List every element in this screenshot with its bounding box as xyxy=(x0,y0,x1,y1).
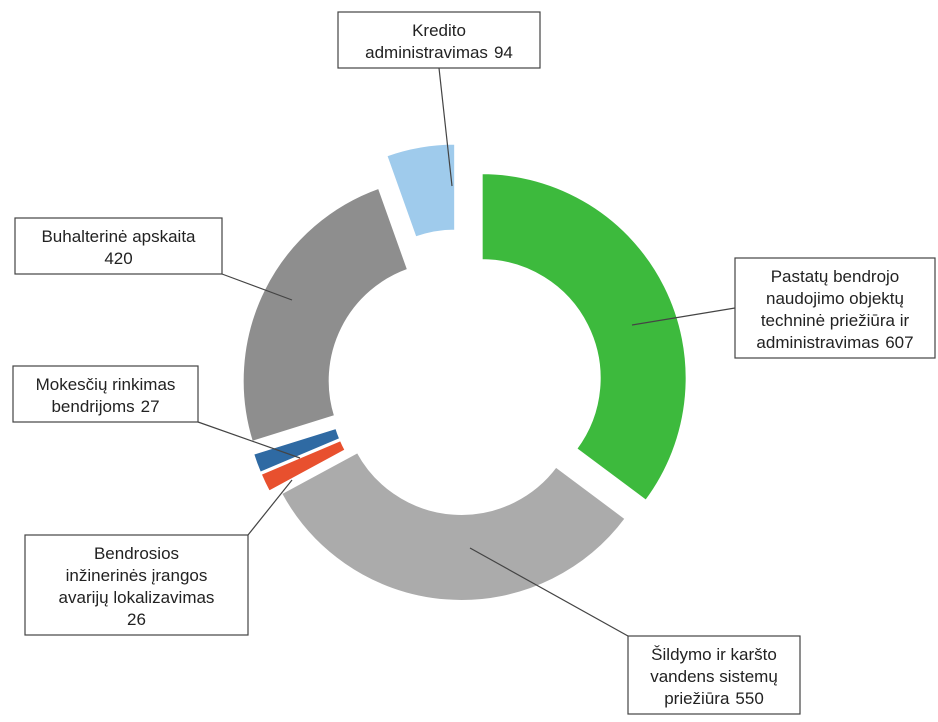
donut-segment xyxy=(480,172,688,503)
donut-segment xyxy=(241,186,410,444)
label-box xyxy=(12,365,199,423)
donut-segment xyxy=(259,438,347,493)
label-text: administravimas xyxy=(365,43,488,62)
label-text: Bendrosios xyxy=(94,544,179,563)
data-label: Kredito xyxy=(412,21,466,40)
value-label: 26 xyxy=(127,610,146,629)
data-label: administravimas 94 xyxy=(365,43,513,62)
value-label: 607 xyxy=(885,333,913,352)
value-label: 94 xyxy=(494,43,513,62)
value-label: 550 xyxy=(735,689,763,708)
data-label: naudojimo objektų xyxy=(766,289,904,308)
label-text: inžinerinės įrangos xyxy=(66,566,208,585)
label-text: Buhalterinė apskaita xyxy=(41,227,196,246)
leader-line xyxy=(469,547,629,637)
label-text: administravimas xyxy=(756,333,879,352)
data-label: Šildymo ir karšto xyxy=(651,645,777,664)
leader-line xyxy=(631,307,736,326)
data-label: priežiūra 550 xyxy=(664,689,764,708)
label-box xyxy=(337,11,541,69)
donut-segment xyxy=(385,142,457,239)
data-label: administravimas 607 xyxy=(756,333,913,352)
label-text: avarijų lokalizavimas xyxy=(59,588,215,607)
label-text: priežiūra xyxy=(664,689,730,708)
data-label: Pastatų bendrojo xyxy=(771,267,900,286)
leader-line xyxy=(197,421,301,459)
data-label: avarijų lokalizavimas xyxy=(59,588,215,607)
label-text: bendrijoms xyxy=(51,397,134,416)
data-label: Mokesčių rinkimas xyxy=(36,375,176,394)
label-text: Kredito xyxy=(412,21,466,40)
label-text: vandens sistemų xyxy=(650,667,778,686)
data-label: Buhalterinė apskaita xyxy=(41,227,196,246)
value-label: 27 xyxy=(141,397,160,416)
label-text: Pastatų bendrojo xyxy=(771,267,900,286)
label-text: Šildymo ir karšto xyxy=(651,645,777,664)
label-box xyxy=(24,534,249,636)
data-label: bendrijoms 27 xyxy=(51,397,159,416)
label-box xyxy=(14,217,223,275)
leader-line xyxy=(247,479,293,536)
label-box xyxy=(734,257,936,359)
data-label: vandens sistemų xyxy=(650,667,778,686)
data-label: inžinerinės įrangos xyxy=(66,566,208,585)
data-label: Bendrosios xyxy=(94,544,179,563)
label-box xyxy=(627,635,801,715)
data-label: techninė priežiūra ir xyxy=(761,311,910,330)
label-text: naudojimo objektų xyxy=(766,289,904,308)
donut-segment xyxy=(279,450,628,602)
leader-line xyxy=(438,67,453,187)
value-label: 420 xyxy=(104,249,132,268)
label-text: techninė priežiūra ir xyxy=(761,311,910,330)
leader-line xyxy=(221,273,293,301)
label-text: Mokesčių rinkimas xyxy=(36,375,176,394)
donut-segment xyxy=(251,426,342,475)
